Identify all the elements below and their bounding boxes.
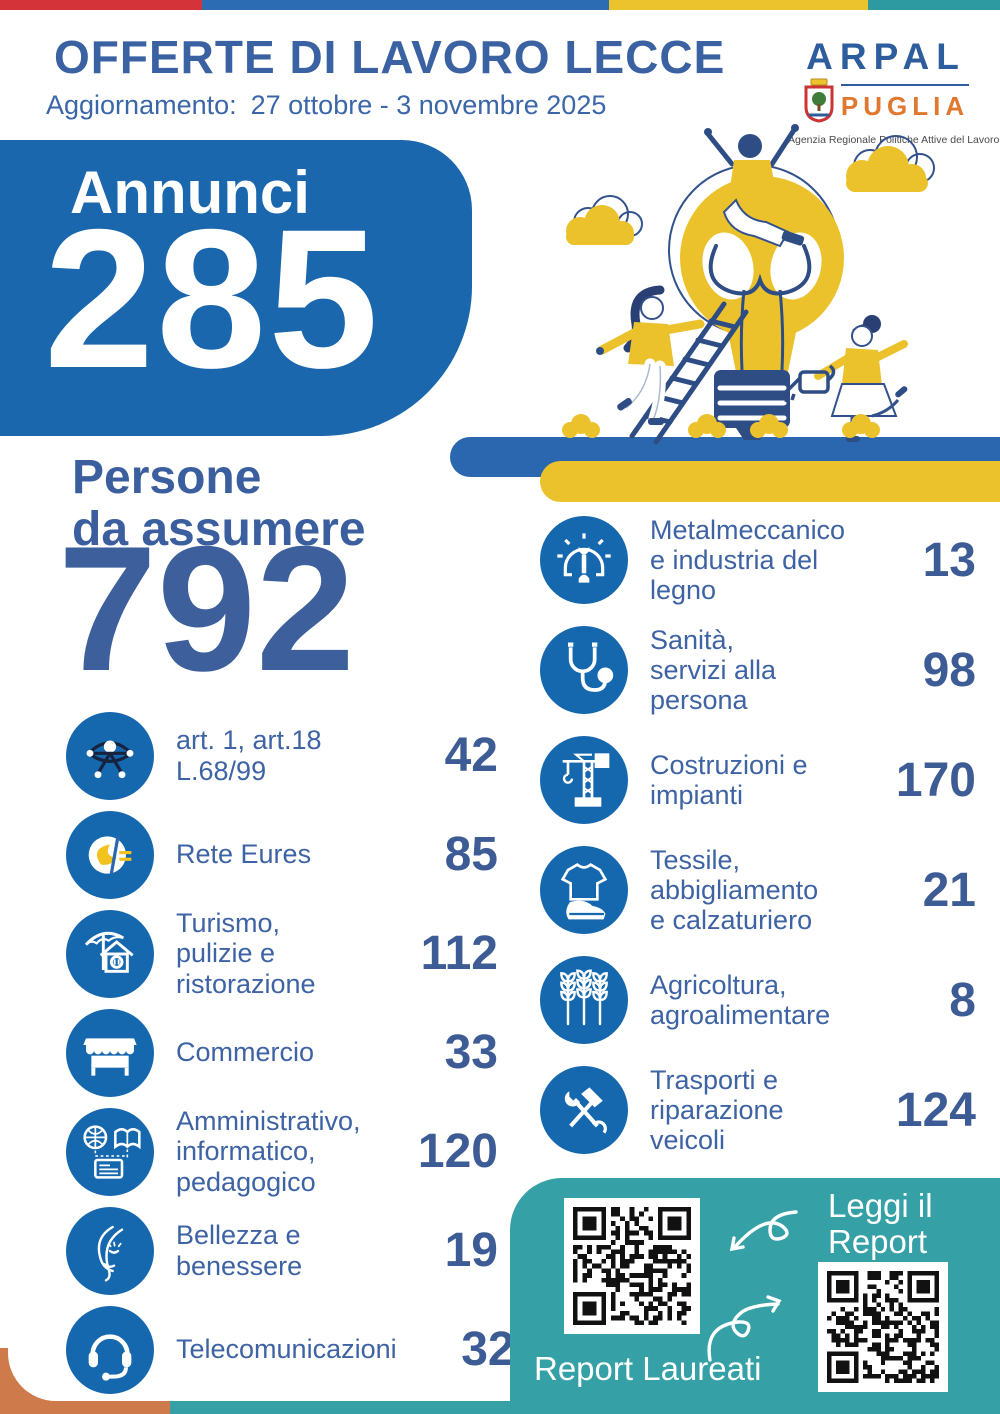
read-report-label: Leggi il Report [828,1187,933,1261]
metalworking-icon [540,516,628,604]
arpal-wordmark: ARPAL [806,36,966,77]
puglia-wordmark: PUGLIA [840,83,970,122]
curly-arrow-right-icon [707,1295,782,1362]
sector-list-left: art. 1, art.18 L.68/99 42 Rete Eures 85 [66,706,515,1399]
announcements-panel: Annunci 285 [0,140,472,436]
sector-value: 21 [922,863,976,917]
agriculture-icon [540,956,628,1044]
topbar-teal-segment [868,0,1000,10]
sector-label: Telecomunicazioni [176,1334,397,1365]
report-panel: Leggi il Report Report Laureati [510,1178,1000,1414]
arpal-logo: ARPAL PUGLIA Agenzia Regionale Politiche… [788,36,1000,146]
tourism-icon [66,909,154,998]
textile-icon [540,846,628,934]
sector-row-bellezza: Bellezza e benessere 19 [66,1201,498,1300]
report-qr-code [573,1207,691,1325]
commerce-icon [66,1008,154,1097]
page-title: OFFERTE DI LAVORO LECCE [54,31,726,83]
sector-label: Turismo, pulizie e ristorazione [176,908,316,999]
sector-label: Trasporti e riparazione veicoli [650,1064,784,1156]
update-dates: 27 ottobre - 3 novembre 2025 [250,90,607,120]
sector-value: 42 [444,729,498,782]
hires-count: 792 [58,509,355,708]
sector-label: Agricoltura, agroalimentare [650,969,831,1030]
eures-icon [66,810,154,899]
transport-icon [540,1066,628,1154]
sector-list-right: Metalmeccanico e industria del legno 13 … [540,505,976,1165]
topbar-red-segment [0,0,202,10]
sector-label: Amministrativo, informatico, pedagogico [176,1106,361,1197]
sector-row-metalmeccanico: Metalmeccanico e industria del legno 13 [540,505,976,615]
health-icon [540,626,628,714]
beauty-icon [66,1206,154,1295]
sector-value: 124 [895,1083,976,1137]
logo-tagline: Agenzia Regionale Politiche Attive del L… [788,134,1000,146]
topbar-blue-segment [202,0,609,10]
sector-value: 8 [949,973,976,1027]
sector-value: 170 [895,753,976,807]
puglia-crest-icon [803,77,835,128]
construction-icon [540,736,628,824]
report-qr-card [564,1198,700,1334]
accessibility-icon [66,711,154,800]
sector-row-rete-eures: Rete Eures 85 [66,805,498,904]
sector-label: Tessile, abbigliamento e calzaturiero [650,844,819,936]
sector-label: Rete Eures [176,839,312,870]
admin-icon [66,1107,154,1196]
hires-label: Persone da assumere [72,451,366,556]
sector-value: 19 [444,1224,498,1277]
sector-row-art1-art18: art. 1, art.18 L.68/99 42 [66,706,498,805]
sector-label: Metalmeccanico e industria del legno [650,514,846,606]
telecom-icon [66,1305,154,1394]
sector-row-tessile: Tessile, abbigliamento e calzaturiero 21 [540,835,976,945]
sector-label: Bellezza e benessere [176,1220,303,1281]
sector-value: 120 [417,1125,498,1178]
sector-row-agricoltura: Agricoltura, agroalimentare 8 [540,945,976,1055]
topbar-yellow-segment [609,0,868,10]
sector-label: Commercio [176,1037,315,1068]
sector-row-telecomunicazioni: Telecomunicazioni 32 [66,1300,515,1399]
sector-row-amministrativo: Amministrativo, informatico, pedagogico … [66,1102,498,1201]
announcements-label: Annunci [70,159,310,226]
update-label: Aggiornamento: [46,90,237,120]
sector-value: 98 [922,643,976,697]
graduates-qr-card [818,1262,948,1392]
sector-row-turismo: Turismo, pulizie e ristorazione 112 [66,904,498,1003]
graduates-report-label: Report Laureati [534,1350,762,1387]
sector-label: Costruzioni e impianti [650,749,808,810]
graduates-qr-code [827,1271,939,1383]
sector-row-costruzioni: Costruzioni e impianti 170 [540,725,976,835]
update-subtitle: Aggiornamento: 27 ottobre - 3 novembre 2… [46,90,606,121]
sector-row-commercio: Commercio 33 [66,1003,498,1102]
curly-arrow-left-icon [729,1210,798,1252]
sector-label: Sanità, servizi alla persona [650,624,777,716]
sector-value: 112 [420,927,498,980]
sector-row-sanita: Sanità, servizi alla persona 98 [540,615,976,725]
sector-value: 32 [461,1323,515,1376]
sector-row-trasporti: Trasporti e riparazione veicoli 124 [540,1055,976,1165]
sector-value: 33 [444,1026,498,1079]
sector-value: 85 [444,828,498,881]
lightbulb-teamwork-illustration [562,124,935,445]
sector-value: 13 [922,533,976,587]
ground-yellow-bar [540,461,1000,502]
announcements-count: 285 [44,188,381,409]
sector-label: art. 1, art.18 L.68/99 [176,725,322,786]
